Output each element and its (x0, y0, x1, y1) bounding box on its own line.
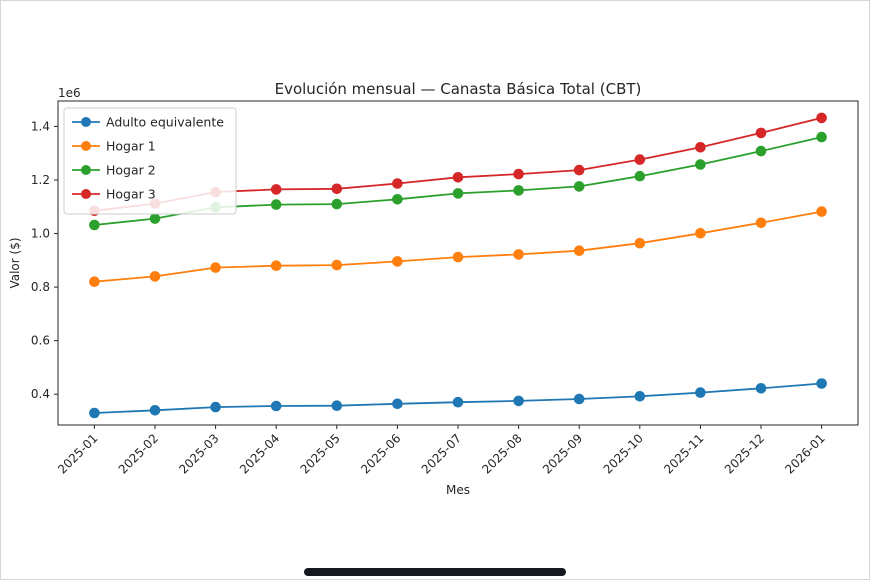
series-marker-adulto-equivalente (452, 396, 464, 408)
x-tick-label: 2025-10 (601, 431, 646, 476)
series-marker-hogar-3 (270, 184, 282, 195)
series-marker-hogar-3 (392, 178, 403, 189)
x-tick-label: 2025-08 (479, 431, 524, 476)
series-marker-hogar-1 (331, 259, 343, 271)
x-tick-label: 2025-03 (176, 431, 221, 476)
series-marker-hogar-2 (816, 131, 827, 143)
y-axis-offset-label: 1e6 (58, 86, 81, 100)
series-marker-hogar-2 (452, 188, 464, 199)
series-marker-hogar-2 (89, 219, 100, 231)
series-marker-hogar-1 (452, 251, 464, 263)
legend-label-hogar-3: Hogar 3 (106, 187, 156, 202)
x-tick-label: 2025-07 (419, 431, 464, 476)
series-marker-hogar-3 (573, 164, 585, 176)
series-marker-hogar-3 (755, 127, 767, 139)
x-tick-label: 2025-01 (55, 431, 100, 476)
series-marker-hogar-1 (270, 260, 282, 272)
series-marker-adulto-equivalente (816, 378, 827, 389)
series-marker-hogar-1 (89, 276, 100, 288)
series-marker-adulto-equivalente (210, 401, 221, 413)
legend-label-hogar-1: Hogar 1 (106, 139, 156, 154)
series-marker-hogar-1 (149, 271, 161, 282)
plot-area: 0.4 0.6 0.8 1.0 1.2 1.4 2025-01 2025-02 2025-03 2… (31, 100, 859, 477)
series-marker-hogar-1 (573, 245, 585, 256)
series-marker-hogar-3 (452, 172, 464, 183)
y-tick-label: 1.4 (31, 119, 50, 133)
x-tick-label: 2025-02 (116, 431, 161, 476)
y-tick-label: 1.0 (31, 227, 50, 241)
legend-marker-hogar-1 (81, 141, 91, 151)
series-marker-hogar-1 (755, 217, 767, 229)
x-tick-label: 2025-12 (722, 431, 767, 476)
legend-label-adulto-equivalente: Adulto equivalente (106, 115, 224, 130)
series-marker-adulto-equivalente (634, 391, 646, 402)
series-marker-hogar-1 (210, 262, 221, 273)
x-axis-label: Mes (446, 483, 470, 497)
series-marker-hogar-2 (634, 170, 646, 182)
series-marker-hogar-1 (634, 237, 646, 249)
legend-marker-hogar-3 (81, 189, 91, 199)
series-marker-hogar-3 (634, 154, 646, 165)
legend-label-hogar-2: Hogar 2 (106, 163, 156, 178)
series-marker-adulto-equivalente (149, 405, 161, 416)
series-line-hogar-1 (93, 210, 823, 283)
series-marker-adulto-equivalente (513, 395, 524, 407)
series-marker-adulto-equivalente (573, 393, 585, 405)
chart-title: Evolución mensual — Canasta Básica Total… (275, 80, 642, 98)
y-tick-label: 1.2 (31, 173, 50, 187)
series-marker-hogar-1 (392, 256, 403, 267)
series-marker-hogar-2 (573, 181, 585, 192)
series-marker-hogar-2 (755, 145, 767, 157)
x-tick-label: 2025-06 (358, 431, 403, 476)
series-marker-hogar-1 (513, 249, 524, 260)
series-marker-hogar-3 (513, 168, 524, 180)
series-marker-hogar-3 (331, 183, 343, 195)
series-marker-adulto-equivalente (755, 383, 767, 394)
series-marker-hogar-2 (270, 199, 282, 210)
series-marker-hogar-1 (695, 228, 706, 239)
legend-marker-adulto-equivalente (81, 117, 91, 127)
y-axis-label: Valor ($) (8, 237, 22, 288)
series-marker-hogar-2 (513, 185, 524, 196)
x-tick-label: 2026-01 (782, 431, 827, 476)
x-tick-label: 2025-05 (298, 431, 343, 476)
series-marker-hogar-2 (331, 198, 343, 210)
cbt-chart-figure: Evolución mensual — Canasta Básica Total… (1, 1, 869, 565)
legend-marker-hogar-2 (81, 165, 91, 175)
series-marker-hogar-3 (816, 112, 827, 124)
x-tick-label: 2025-04 (237, 431, 282, 476)
series-marker-adulto-equivalente (392, 398, 403, 410)
series-marker-adulto-equivalente (331, 400, 343, 412)
series-marker-hogar-2 (695, 159, 706, 170)
x-tick-label: 2025-11 (661, 431, 706, 476)
x-tick-label: 2025-09 (540, 431, 585, 476)
cbt-line-chart: Evolución mensual — Canasta Básica Total… (8, 80, 859, 497)
series-marker-hogar-1 (816, 206, 827, 217)
series-marker-adulto-equivalente (695, 387, 706, 398)
series-marker-adulto-equivalente (270, 400, 282, 412)
home-indicator-bar (304, 568, 566, 576)
series-marker-adulto-equivalente (89, 407, 100, 419)
y-tick-label: 0.8 (31, 280, 50, 294)
series-marker-hogar-3 (695, 142, 706, 153)
y-tick-label: 0.4 (31, 387, 50, 401)
series-marker-hogar-2 (149, 213, 161, 224)
series-marker-hogar-2 (392, 194, 403, 205)
y-tick-label: 0.6 (31, 334, 50, 348)
legend-box (63, 107, 237, 215)
